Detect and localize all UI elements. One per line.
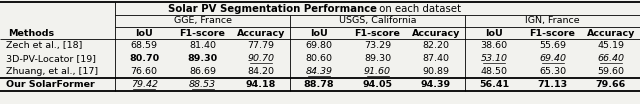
Text: Accuracy: Accuracy	[412, 28, 460, 38]
Text: IoU: IoU	[485, 28, 503, 38]
Text: 71.13: 71.13	[538, 80, 568, 89]
Text: 86.69: 86.69	[189, 67, 216, 76]
Text: 55.69: 55.69	[539, 41, 566, 50]
Text: USGS, California: USGS, California	[339, 17, 416, 25]
Text: 94.18: 94.18	[246, 80, 276, 89]
Text: 91.60: 91.60	[364, 67, 391, 76]
Text: F1-score: F1-score	[529, 28, 575, 38]
Text: 48.50: 48.50	[481, 67, 508, 76]
Text: F1-score: F1-score	[355, 28, 401, 38]
Text: 88.78: 88.78	[304, 80, 335, 89]
Text: Accuracy: Accuracy	[587, 28, 635, 38]
Text: 79.66: 79.66	[596, 80, 626, 89]
Text: IoU: IoU	[310, 28, 328, 38]
Text: 80.60: 80.60	[306, 54, 333, 63]
Text: 56.41: 56.41	[479, 80, 509, 89]
Text: GGE, France: GGE, France	[173, 17, 232, 25]
Text: F1-score: F1-score	[180, 28, 225, 38]
Text: 3D-PV-Locator [19]: 3D-PV-Locator [19]	[6, 54, 96, 63]
Text: 38.60: 38.60	[481, 41, 508, 50]
Text: 59.60: 59.60	[597, 67, 625, 76]
Text: 69.40: 69.40	[539, 54, 566, 63]
Text: Zech et al., [18]: Zech et al., [18]	[6, 41, 83, 50]
Text: 68.59: 68.59	[131, 41, 157, 50]
Text: on each dataset: on each dataset	[376, 4, 461, 14]
Text: 73.29: 73.29	[364, 41, 391, 50]
Text: IGN, France: IGN, France	[525, 17, 580, 25]
Text: 81.40: 81.40	[189, 41, 216, 50]
Text: 82.20: 82.20	[422, 41, 449, 50]
Text: 80.70: 80.70	[129, 54, 159, 63]
Text: Accuracy: Accuracy	[237, 28, 285, 38]
Text: 84.39: 84.39	[306, 67, 333, 76]
Text: 87.40: 87.40	[422, 54, 449, 63]
Text: 94.39: 94.39	[420, 80, 451, 89]
Text: 66.40: 66.40	[597, 54, 625, 63]
Text: 79.42: 79.42	[131, 80, 157, 89]
Text: Solar PV Segmentation Performance: Solar PV Segmentation Performance	[168, 4, 376, 14]
Text: 76.60: 76.60	[131, 67, 157, 76]
Text: 94.05: 94.05	[362, 80, 392, 89]
Text: 90.89: 90.89	[422, 67, 449, 76]
Text: IoU: IoU	[135, 28, 153, 38]
Text: 89.30: 89.30	[364, 54, 391, 63]
Text: Methods: Methods	[8, 28, 54, 38]
Text: 45.19: 45.19	[597, 41, 625, 50]
Text: Our SolarFormer: Our SolarFormer	[6, 80, 95, 89]
Text: 89.30: 89.30	[188, 54, 218, 63]
Text: 65.30: 65.30	[539, 67, 566, 76]
Text: 69.80: 69.80	[306, 41, 333, 50]
Text: Zhuang, et al., [17]: Zhuang, et al., [17]	[6, 67, 98, 76]
Text: 84.20: 84.20	[247, 67, 275, 76]
Text: 88.53: 88.53	[189, 80, 216, 89]
Text: 90.70: 90.70	[247, 54, 275, 63]
Text: 53.10: 53.10	[481, 54, 508, 63]
Text: 77.79: 77.79	[247, 41, 275, 50]
